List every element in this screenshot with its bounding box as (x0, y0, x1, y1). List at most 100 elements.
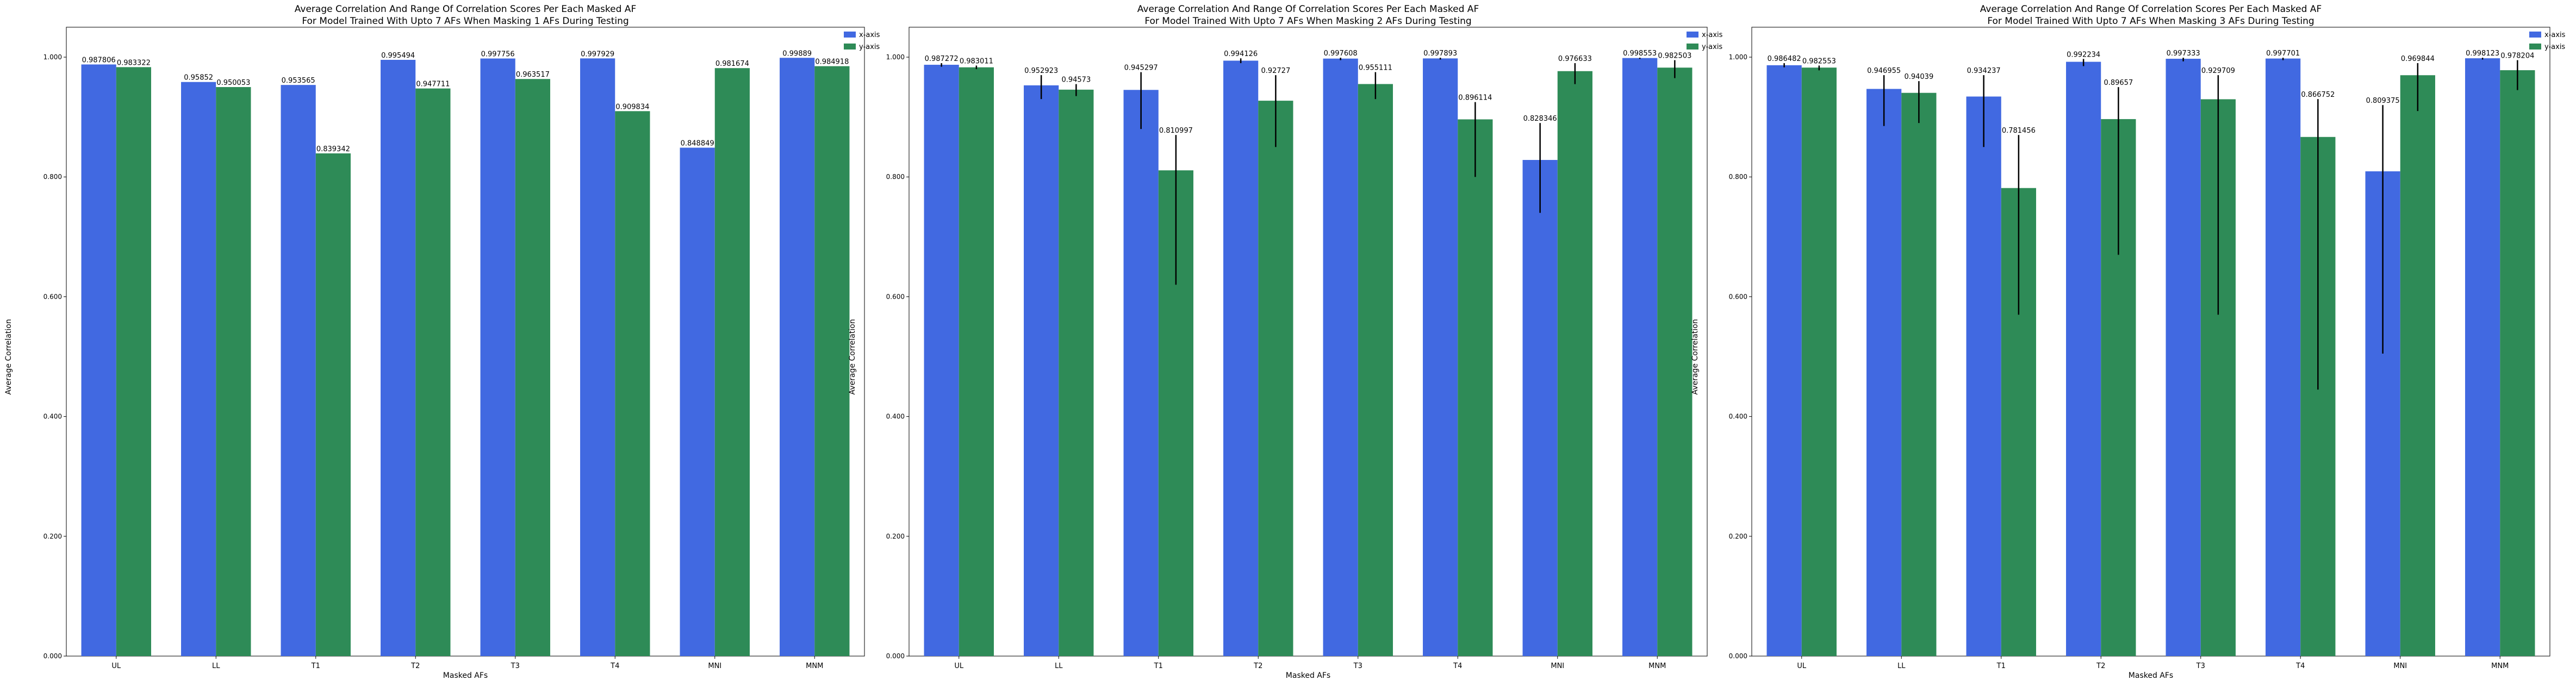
data-label: 0.781456 (2002, 127, 2036, 135)
bar-y-axis (1557, 71, 1592, 657)
plot-frame (66, 27, 865, 657)
legend-swatch (2529, 32, 2541, 38)
legend-label: y-axis (2544, 43, 2565, 51)
bar-x-axis (924, 65, 959, 656)
bar-x-axis (81, 64, 116, 656)
bar-y-axis (1458, 119, 1493, 657)
data-label: 0.947711 (416, 81, 450, 89)
data-label: 0.982503 (1658, 52, 1691, 60)
bar-y-axis (1657, 67, 1693, 656)
x-axis-label: Masked AFs (1286, 671, 1330, 680)
legend-swatch (1687, 32, 1698, 38)
data-label: 0.997893 (1423, 50, 1457, 58)
legend-label: x-axis (2544, 31, 2566, 39)
data-label: 0.94573 (1061, 76, 1091, 84)
data-label: 0.969844 (2401, 55, 2435, 63)
bar-y-axis (1059, 89, 1094, 657)
y-tick-label: 0.400 (43, 413, 62, 421)
bar-y-axis (2500, 70, 2535, 657)
data-label: 0.810997 (1159, 127, 1193, 135)
data-label: 0.945297 (1124, 64, 1158, 72)
bar-x-axis (2266, 58, 2301, 656)
x-tick-label: MNM (1648, 662, 1666, 670)
legend-swatch (844, 44, 856, 50)
bar-y-axis (515, 79, 550, 657)
data-label: 0.963517 (516, 71, 550, 79)
bar-x-axis (381, 60, 416, 656)
y-tick-label: 0.200 (43, 533, 62, 540)
x-tick-label: T2 (1253, 662, 1262, 670)
y-tick-label: 0.400 (886, 413, 905, 421)
data-label: 0.997608 (1324, 50, 1358, 58)
bar-x-axis (780, 58, 815, 657)
data-label: 0.896114 (1458, 94, 1492, 102)
bar-x-axis (1966, 96, 2001, 656)
data-label: 0.92727 (1261, 67, 1290, 75)
data-label: 0.998123 (2466, 50, 2499, 58)
bar-x-axis (281, 85, 316, 656)
y-tick-label: 0.600 (43, 293, 62, 300)
data-label: 0.992234 (2067, 51, 2100, 59)
x-tick-label: T2 (2096, 662, 2105, 670)
y-tick-label: 0.000 (43, 652, 62, 660)
x-tick-label: MNI (2393, 662, 2407, 670)
bar-x-axis (2465, 58, 2500, 656)
bar-x-axis (2166, 58, 2201, 656)
bar-y-axis (315, 153, 351, 656)
plot-frame (1751, 27, 2550, 657)
data-label: 0.995494 (381, 52, 415, 60)
chart-subtitle: For Model Trained With Upto 7 AFs When M… (302, 16, 629, 27)
chart-subtitle: For Model Trained With Upto 7 AFs When M… (1144, 16, 1471, 27)
y-tick-label: 0.600 (886, 293, 905, 300)
y-tick-label: 1.000 (886, 53, 905, 61)
bar-x-axis (1522, 160, 1558, 656)
y-axis-label: Average Correlation (848, 319, 857, 394)
legend-swatch (844, 32, 856, 38)
x-tick-label: MNM (2491, 662, 2509, 670)
bar-y-axis (216, 87, 251, 657)
x-tick-label: T4 (610, 662, 619, 670)
bar-x-axis (1323, 58, 1358, 656)
x-tick-label: UL (111, 662, 121, 670)
bar-y-axis (959, 67, 994, 656)
bar-y-axis (1801, 67, 1837, 656)
x-tick-label: LL (1055, 662, 1063, 670)
bar-x-axis (580, 58, 615, 657)
bar-x-axis (480, 58, 515, 656)
data-label: 0.982553 (1802, 57, 1836, 65)
data-label: 0.984918 (815, 58, 849, 66)
data-label: 0.983011 (960, 57, 993, 65)
legend-swatch (1687, 44, 1698, 50)
y-tick-label: 0.000 (1729, 652, 1747, 660)
chart-title: Average Correlation And Range Of Correla… (1137, 4, 1479, 15)
data-label: 0.946955 (1867, 67, 1901, 75)
data-label: 0.952923 (1024, 67, 1058, 75)
bar-y-axis (714, 68, 750, 657)
data-label: 0.976633 (1558, 55, 1592, 63)
y-tick-label: 0.200 (886, 533, 905, 540)
data-label: 0.809375 (2366, 97, 2400, 105)
data-label: 0.994126 (1224, 50, 1258, 58)
data-label: 0.998553 (1623, 50, 1657, 58)
bar-x-axis (181, 82, 216, 657)
data-label: 0.978204 (2500, 52, 2534, 60)
data-label: 0.983322 (117, 59, 151, 67)
x-tick-label: T4 (2295, 662, 2305, 670)
data-label: 0.89657 (2104, 79, 2133, 87)
subplot-1: Average Correlation And Range Of Correla… (4, 4, 880, 680)
data-label: 0.934237 (1967, 67, 2001, 75)
x-tick-label: LL (1897, 662, 1906, 670)
x-axis-label: Masked AFs (2129, 671, 2173, 680)
chart-subtitle: For Model Trained With Upto 7 AFs When M… (1987, 16, 2314, 27)
data-label: 0.953565 (282, 77, 315, 85)
data-label: 0.997333 (2167, 50, 2200, 58)
bar-x-axis (680, 147, 715, 657)
data-label: 0.987806 (82, 56, 116, 64)
x-tick-label: T1 (1996, 662, 2006, 670)
bar-x-axis (1024, 85, 1059, 656)
data-label: 0.955111 (1359, 64, 1392, 72)
data-label: 0.986482 (1768, 55, 1801, 63)
bar-x-axis (1866, 89, 1902, 656)
data-label: 0.997756 (481, 51, 515, 59)
y-axis-label: Average Correlation (4, 319, 13, 394)
